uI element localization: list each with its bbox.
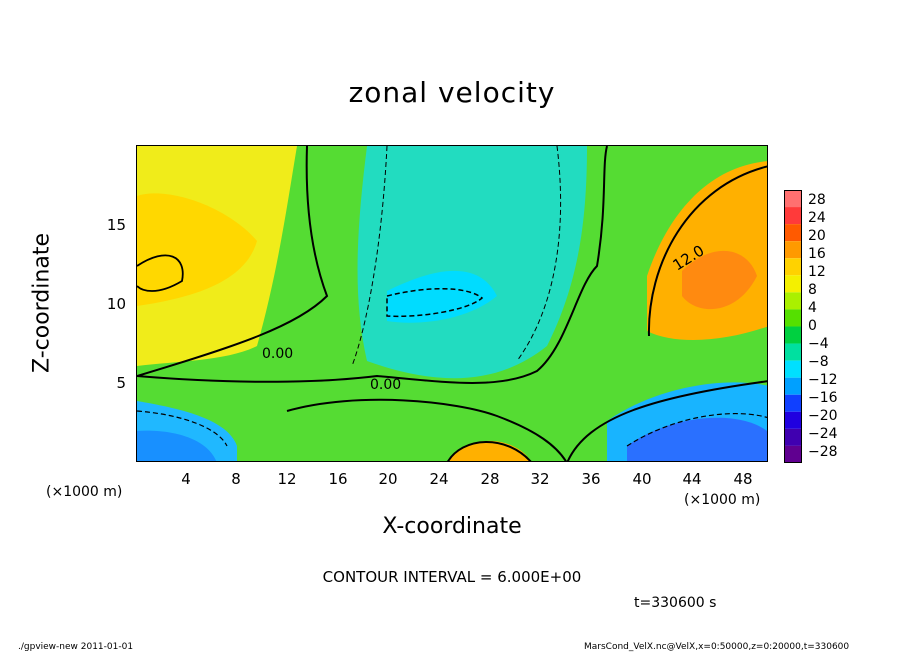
footer-right: MarsCond_VelX.nc@VelX,x=0:50000,z=0:2000… [584, 642, 850, 652]
colorbar-label: 8 [808, 282, 817, 298]
x-tick-label-4: 4 [181, 470, 191, 488]
region-right-core [682, 250, 757, 310]
contour-label-zero-1: 0.00 [262, 346, 293, 362]
colorbar-frame [784, 190, 802, 463]
heatmap-svg: 0.00 0.00 12.0 [137, 146, 767, 461]
contour-neg-jet [351, 146, 562, 367]
x-tick-label-28: 28 [480, 470, 500, 488]
contour-upper-left-loop [137, 254, 184, 292]
colorbar-label: −4 [808, 336, 829, 352]
contour-zero-mid [137, 146, 608, 384]
colorbar-label: −8 [808, 354, 829, 370]
colorbar-step [784, 292, 802, 310]
contour-label-zero-2: 0.00 [370, 377, 401, 393]
plot-area: 0.00 0.00 12.0 [136, 145, 768, 462]
contour-zero-left [137, 146, 329, 377]
colorbar-step [784, 445, 802, 463]
x-tick-label-44: 44 [682, 470, 702, 488]
y-tick-label-15: 15 [106, 216, 126, 234]
footer-left: ./gpview-new 2011-01-01 [18, 642, 134, 652]
colorbar [784, 190, 802, 463]
y-tick-label-5: 5 [116, 374, 126, 392]
time-stamp: t=330600 s [634, 595, 717, 611]
colorbar-label: 4 [808, 300, 817, 316]
contour-right-12 [647, 165, 767, 337]
colorbar-label: −24 [808, 426, 838, 442]
x-axis-label: X-coordinate [382, 514, 522, 539]
colorbar-step [784, 377, 802, 395]
contour-zero-right [566, 380, 767, 461]
x-axis-unit-label: (×1000 m) [684, 492, 761, 508]
x-tick-label-40: 40 [632, 470, 652, 488]
x-tick-label-12: 12 [277, 470, 297, 488]
region-upper-left-core [137, 193, 257, 306]
colorbar-label: −16 [808, 390, 838, 406]
colorbar-step [784, 275, 802, 293]
y-tick-label-10: 10 [106, 295, 126, 313]
colorbar-label: 24 [808, 210, 826, 226]
colorbar-label: −28 [808, 444, 838, 460]
colorbar-label: −12 [808, 372, 838, 388]
contour-zero-lower [286, 398, 567, 461]
region-bottom-left-core [137, 430, 216, 461]
x-tick-label-8: 8 [231, 470, 241, 488]
colorbar-label: 0 [808, 318, 817, 334]
contour-bottom-right-neg [626, 413, 767, 447]
x-tick-label-48: 48 [733, 470, 753, 488]
colorbar-label: 28 [808, 192, 826, 208]
colorbar-step [784, 343, 802, 361]
colorbar-label: 12 [808, 264, 826, 280]
colorbar-step [784, 190, 802, 208]
contour-neg-center [386, 287, 484, 318]
region-center-core [387, 270, 497, 323]
colorbar-step [784, 326, 802, 344]
x-tick-label-32: 32 [530, 470, 550, 488]
colorbar-label: −20 [808, 408, 838, 424]
colorbar-step [784, 411, 802, 429]
contour-interval-text: CONTOUR INTERVAL = 6.000E+00 [322, 568, 582, 586]
colorbar-step [784, 360, 802, 378]
colorbar-step [784, 241, 802, 259]
colorbar-step [784, 394, 802, 412]
colorbar-step [784, 207, 802, 225]
x-tick-label-16: 16 [328, 470, 348, 488]
contour-bottom-center [447, 441, 532, 461]
region-bottom-right-core [627, 417, 767, 461]
y-axis-label: Z-coordinate [29, 233, 55, 373]
x-tick-label-24: 24 [429, 470, 449, 488]
chart-title: zonal velocity [348, 76, 556, 109]
contour-bottom-left-neg [137, 410, 228, 447]
colorbar-label: 16 [808, 246, 826, 262]
colorbar-step [784, 428, 802, 446]
colorbar-step [784, 309, 802, 327]
y-axis-unit-label: (×1000 m) [46, 484, 123, 500]
colorbar-step [784, 224, 802, 242]
colorbar-step [784, 258, 802, 276]
colorbar-label: 20 [808, 228, 826, 244]
x-tick-label-36: 36 [581, 470, 601, 488]
x-tick-label-20: 20 [378, 470, 398, 488]
